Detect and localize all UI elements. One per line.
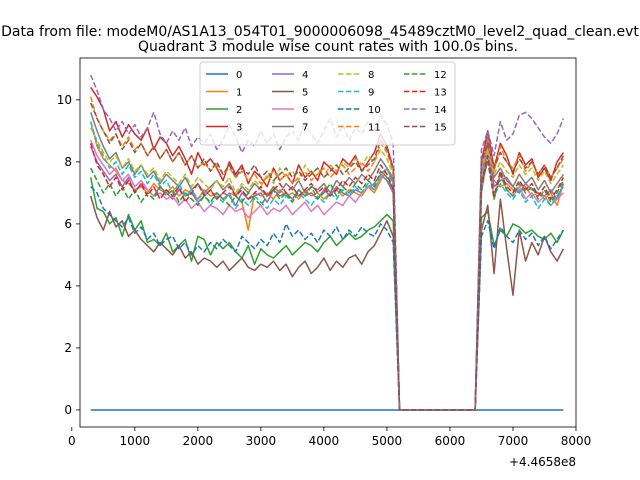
x-tick-label: 7000 xyxy=(498,434,529,448)
series-line-5 xyxy=(89,195,565,411)
legend-label-6: 6 xyxy=(302,105,308,116)
legend-box xyxy=(199,61,456,146)
y-tick-label: 6 xyxy=(64,217,72,231)
y-tick-label: 0 xyxy=(64,403,72,417)
legend-label-3: 3 xyxy=(236,123,242,134)
axes-frame xyxy=(79,57,577,428)
legend-label-0: 0 xyxy=(236,70,242,81)
legend-label-15: 15 xyxy=(434,123,447,134)
chart-title: Quadrant 3 module wise count rates with … xyxy=(138,39,518,55)
x-tick-label: 0 xyxy=(68,434,76,448)
series-line-12 xyxy=(90,161,565,411)
legend-label-1: 1 xyxy=(236,88,242,99)
legend-label-10: 10 xyxy=(368,105,381,116)
x-axis: 0 1000 2000 3000 4000 5000 6000 7000 8000 xyxy=(68,427,591,448)
y-tick-label: 8 xyxy=(64,155,72,169)
series-layer xyxy=(89,74,565,411)
figure-suptitle: Data from file: modeM0/AS1A13_054T01_900… xyxy=(1,24,639,40)
x-tick-label: 4000 xyxy=(309,434,340,448)
x-tick-label: 2000 xyxy=(183,434,214,448)
y-tick-label: 2 xyxy=(64,341,72,355)
y-axis: 0 2 4 6 8 10 xyxy=(57,93,80,417)
legend-label-12: 12 xyxy=(434,70,447,81)
y-tick-label: 10 xyxy=(57,93,72,107)
series-line-4 xyxy=(90,142,565,411)
series-line-13 xyxy=(89,143,565,411)
series-line-3 xyxy=(90,87,565,411)
x-tick-label: 3000 xyxy=(246,434,277,448)
legend-label-8: 8 xyxy=(368,70,374,81)
x-tick-label: 1000 xyxy=(120,434,151,448)
series-line-15 xyxy=(90,102,565,411)
legend-label-14: 14 xyxy=(434,105,447,116)
legend-label-4: 4 xyxy=(302,70,308,81)
legend-label-13: 13 xyxy=(434,88,447,99)
legend-label-9: 9 xyxy=(368,88,374,99)
legend-label-11: 11 xyxy=(368,123,381,134)
x-tick-label: 5000 xyxy=(372,434,403,448)
series-line-10 xyxy=(90,186,565,411)
plot-area: 0 1000 2000 3000 4000 5000 6000 7000 8000 0 2 4 6 8 1… xyxy=(57,57,591,469)
legend-label-7: 7 xyxy=(302,123,308,134)
x-tick-label: 8000 xyxy=(561,434,592,448)
series-line-8 xyxy=(90,127,565,411)
x-axis-offset-label: +4.4658e8 xyxy=(509,455,576,469)
x-tick-label: 6000 xyxy=(435,434,466,448)
y-tick-label: 4 xyxy=(64,279,72,293)
legend-label-5: 5 xyxy=(302,88,308,99)
legend-label-2: 2 xyxy=(236,105,242,116)
series-line-2 xyxy=(89,177,565,411)
